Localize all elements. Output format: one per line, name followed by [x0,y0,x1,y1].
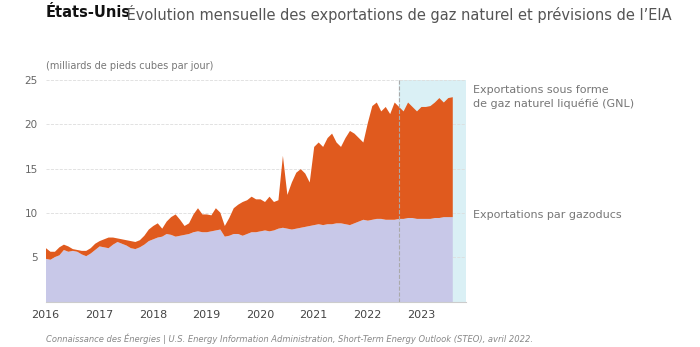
Text: États-Unis: États-Unis [46,5,131,20]
Text: (milliards de pieds cubes par jour): (milliards de pieds cubes par jour) [46,61,213,71]
Text: Connaissance des Énergies | U.S. Energy Information Administration, Short-Term E: Connaissance des Énergies | U.S. Energy … [46,333,533,344]
Text: Évolution mensuelle des exportations de gaz naturel et prévisions de l’EIA: Évolution mensuelle des exportations de … [122,5,672,23]
Text: Exportations par gazoducs: Exportations par gazoducs [473,210,621,220]
Text: Exportations sous forme
de gaz naturel liquéfié (GNL): Exportations sous forme de gaz naturel l… [473,85,634,109]
Bar [398,80,466,302]
